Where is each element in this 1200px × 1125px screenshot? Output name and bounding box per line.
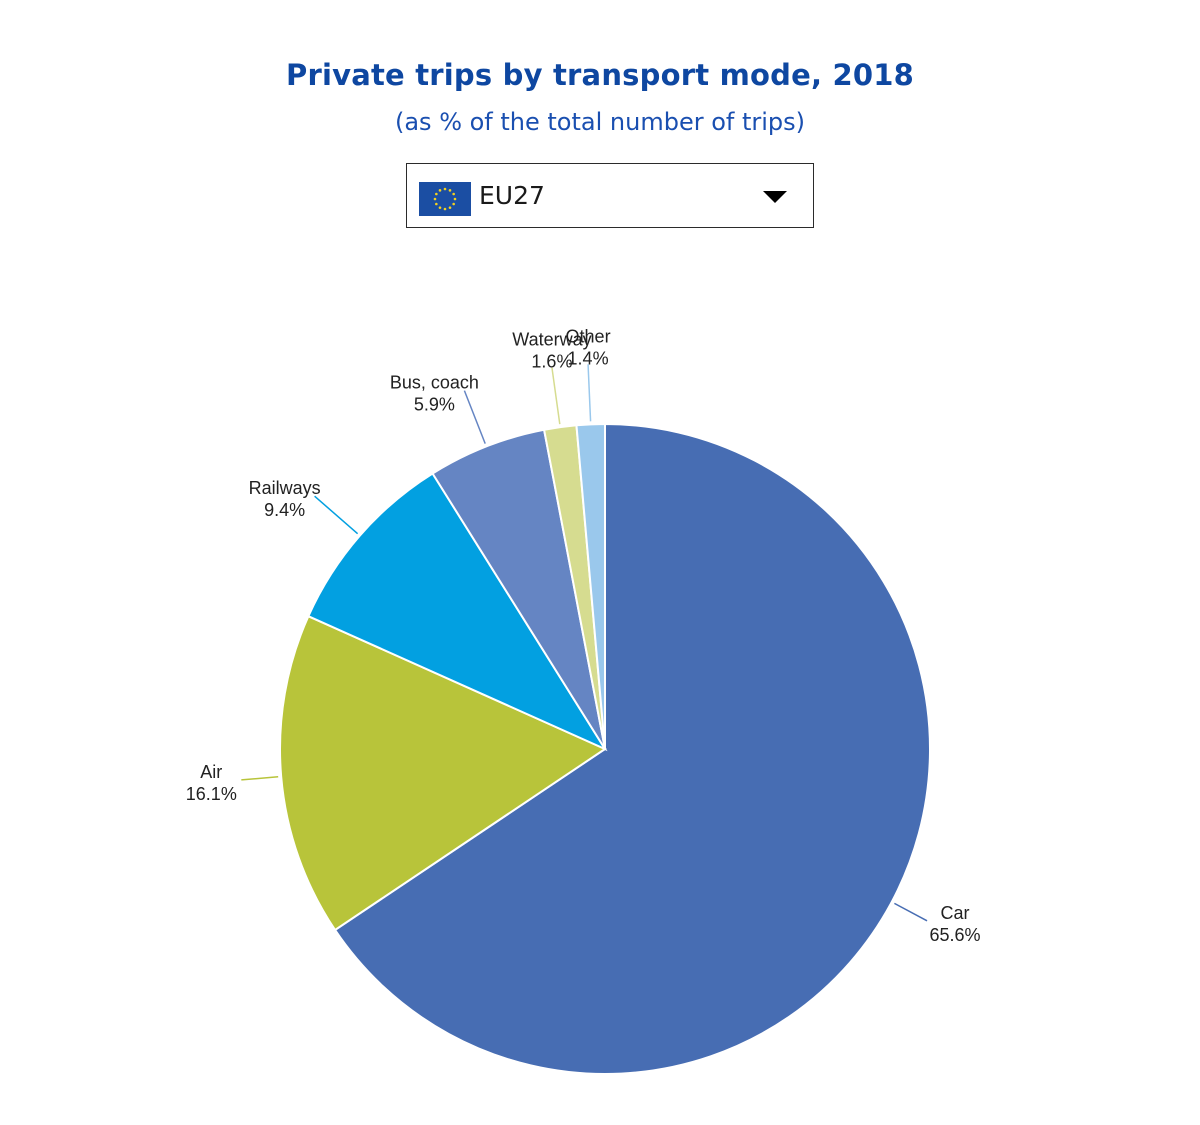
- slice-value-other: 1.4%: [568, 348, 609, 368]
- leader-line-railways: [314, 495, 359, 535]
- flag-star: [443, 187, 447, 191]
- flag-star: [435, 192, 438, 196]
- pie-slice-air[interactable]: [279, 614, 608, 932]
- pie-slice-bus-coach[interactable]: [431, 428, 606, 750]
- flag-star: [452, 202, 455, 206]
- slice-value-railways: 9.4%: [264, 500, 305, 520]
- slice-label-other: Other: [566, 326, 611, 346]
- flag-star: [443, 207, 447, 211]
- leader-line-waterway: [551, 367, 561, 425]
- slice-value-waterway: 1.6%: [531, 352, 572, 372]
- flag-star: [438, 189, 442, 192]
- flag-star: [452, 192, 455, 196]
- slice-value-bus-coach: 5.9%: [414, 395, 455, 415]
- flag-star: [453, 197, 457, 201]
- flag-star: [435, 202, 438, 206]
- chart-subtitle: (as % of the total number of trips): [394, 108, 806, 136]
- leader-line-car: [894, 902, 928, 922]
- flag-star: [448, 189, 452, 192]
- slice-value-air: 16.1%: [186, 784, 237, 804]
- slice-value-car: 65.6%: [930, 925, 981, 945]
- leader-line-air: [241, 776, 279, 781]
- caret-down-icon[interactable]: [763, 191, 787, 203]
- pie-slice-car[interactable]: [333, 422, 931, 1075]
- leader-line-other: [587, 364, 592, 422]
- flag-star: [433, 197, 437, 201]
- slice-label-car: Car: [941, 903, 970, 923]
- country-select[interactable]: EU27: [406, 163, 814, 228]
- leader-line-bus-coach: [463, 390, 486, 444]
- slice-label-air: Air: [200, 762, 222, 782]
- chart-title: Private trips by transport mode, 2018: [286, 58, 914, 92]
- country-select-value: EU27: [479, 181, 545, 210]
- flag-star: [448, 206, 452, 209]
- slice-label-railways: Railways: [249, 478, 321, 498]
- eu-flag-icon: [419, 182, 471, 216]
- slice-label-bus-coach: Bus, coach: [390, 373, 479, 393]
- flag-star: [438, 206, 442, 209]
- slice-label-waterway: Waterway: [512, 330, 591, 350]
- pie-slice-other[interactable]: [575, 422, 606, 750]
- pie-slice-railways[interactable]: [307, 472, 608, 752]
